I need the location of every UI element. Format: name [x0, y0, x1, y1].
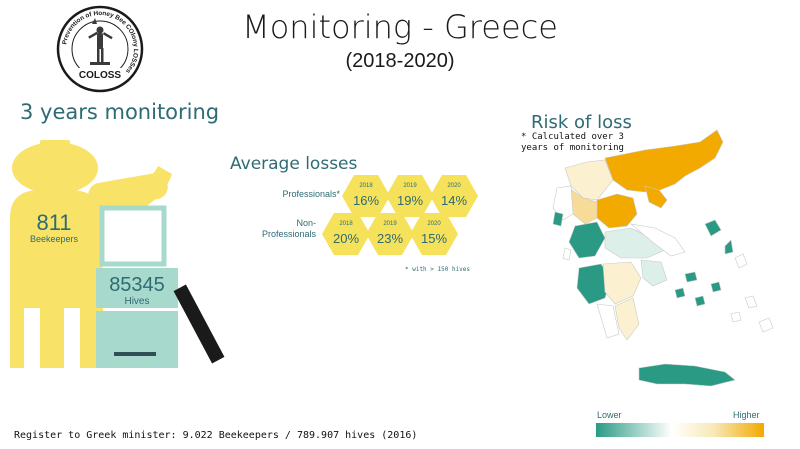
map-island-cyclades-1: [684, 271, 698, 283]
hex-year: 2020: [447, 183, 461, 189]
map-island-samos: [734, 253, 748, 269]
legend-lower-label: Lower: [597, 410, 622, 420]
hex-value: 16%: [353, 193, 379, 208]
page-title: Monitoring - Greece: [242, 8, 558, 46]
greece-risk-map: [552, 129, 774, 387]
coloss-logo: Prevention of Honey Bee COlony LOSSes CO…: [56, 5, 144, 93]
hex-year: 2019: [383, 221, 397, 227]
logo-statue-icon: [88, 18, 113, 65]
hex-nonpro-2018: 2018 20%: [322, 213, 370, 255]
map-region-macedonia-thrace: [604, 129, 724, 193]
logo-name-bg: [77, 68, 123, 81]
register-note: Register to Greek minister: 9.022 Beekee…: [14, 430, 418, 441]
hex-year: 2018: [339, 221, 353, 227]
risk-note-line2: years of monitoring: [521, 143, 624, 153]
hex-shape-icon: [342, 175, 390, 217]
map-region-attica: [640, 259, 668, 287]
logo-name: COLOSS: [79, 70, 122, 81]
legend-higher-label: Higher: [733, 410, 760, 420]
hex-value: 20%: [333, 231, 359, 246]
hex-shape-icon: [430, 175, 478, 217]
map-region-chalkidiki: [644, 185, 668, 209]
hex-shape-icon: [322, 213, 370, 255]
map-island-dodecanese-1: [744, 295, 758, 309]
map-island-cyclades-3: [694, 295, 706, 307]
hex-shape-icon: [410, 213, 458, 255]
map-island-cyclades-2: [674, 287, 686, 299]
hive-entrance-icon: [114, 352, 156, 356]
non-professionals-label-line1: Non-: [296, 218, 316, 228]
map-island-chios: [724, 239, 734, 255]
map-region-arcadia: [602, 261, 642, 305]
hex-value: 23%: [377, 231, 403, 246]
hex-pro-2018: 2018 16%: [342, 175, 390, 217]
map-island-corfu: [552, 211, 564, 227]
average-losses-heading: Average losses: [230, 154, 358, 174]
map-region-epirus-west: [552, 185, 574, 221]
map-region-western-peloponnese: [576, 263, 612, 305]
map-island-lefkada: [562, 247, 572, 261]
professionals-label: Professionals*: [282, 189, 340, 199]
map-island-lesbos: [704, 219, 722, 237]
hex-shape-icon: [366, 213, 414, 255]
map-region-laconia: [614, 297, 640, 341]
hex-shape-icon: [386, 175, 434, 217]
hives-count: 85345: [109, 274, 165, 296]
map-region-thessaly: [596, 193, 638, 229]
hive-bottom-icon: [96, 311, 178, 368]
non-professionals-label-line2: Professionals: [262, 229, 317, 239]
hex-value: 19%: [397, 193, 423, 208]
hive-tool-icon: [173, 284, 225, 364]
map-island-crete: [638, 363, 736, 387]
frame-icon: [99, 205, 167, 267]
map-island-rhodes: [758, 317, 774, 333]
map-island-dodecanese-2: [730, 311, 742, 323]
beekeepers-count: 811: [36, 210, 72, 235]
map-region-western-macedonia: [564, 159, 614, 201]
map-region-messinia: [596, 303, 620, 339]
hex-pro-2019: 2019 19%: [386, 175, 434, 217]
hex-value: 15%: [421, 231, 447, 246]
professionals-footnote: * with > 150 hives: [405, 266, 471, 273]
hex-value: 14%: [441, 193, 467, 208]
risk-note: * Calculated over 3 years of monitoring: [521, 132, 631, 154]
hex-year: 2018: [359, 183, 373, 189]
page-subtitle: (2018-2020): [345, 50, 455, 72]
beekeepers-label: Beekeepers: [29, 234, 79, 244]
hex-nonpro-2020: 2020 15%: [410, 213, 458, 255]
map-region-central-greece: [604, 227, 666, 259]
hex-pro-2020: 2020 14%: [430, 175, 478, 217]
hex-nonpro-2019: 2019 23%: [366, 213, 414, 255]
hives-label: Hives: [124, 296, 150, 307]
map-region-euboea: [629, 223, 686, 257]
map-region-aetolia: [568, 221, 606, 259]
beekeeper-illustration: [10, 140, 225, 368]
non-professionals-label: Non- Professionals: [262, 218, 316, 240]
risk-legend-gradient: [596, 423, 764, 437]
risk-heading: Risk of loss: [531, 112, 632, 133]
map-island-cyclades-4: [710, 281, 722, 293]
risk-note-line1: * Calculated over 3: [521, 132, 624, 142]
hex-year: 2020: [427, 221, 441, 227]
loss-hexagons: 2018 16% 2019 19% 2020 14% 2018 20% 2019…: [322, 175, 478, 255]
hive-top-icon: [96, 268, 178, 308]
monitoring-heading: 3 years monitoring: [20, 100, 220, 124]
hex-year: 2019: [403, 183, 417, 189]
